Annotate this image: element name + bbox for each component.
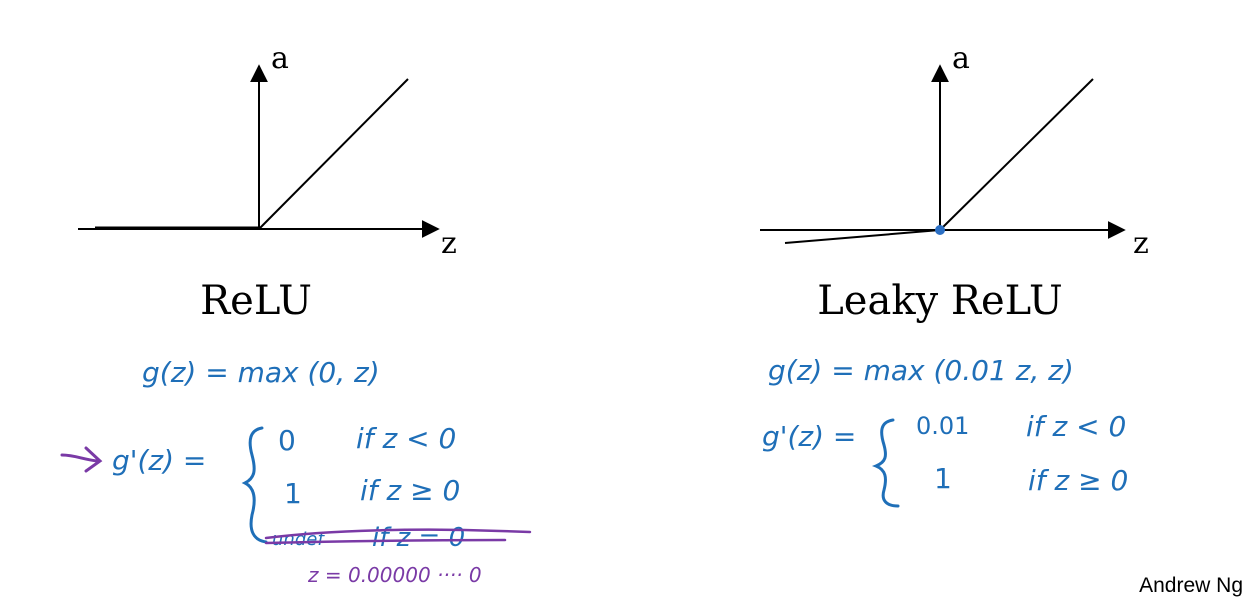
leaky-relu-case2-value: 1	[934, 462, 952, 495]
author-credit: Andrew Ng	[1139, 574, 1243, 597]
leaky-relu-plot: a z	[760, 41, 1149, 261]
relu-case2-value: 1	[284, 477, 302, 510]
relu-derivative-lhs: g'(z) =	[112, 444, 206, 477]
leaky-relu-x-axis-label: z	[1133, 226, 1149, 261]
leaky-relu-handwriting: g(z) = max (0.01 z, z) g'(z) = 0.01 if z…	[762, 354, 1128, 508]
leaky-relu-case2-condition: if z ≥ 0	[1028, 464, 1128, 497]
relu-case3-condition: if z = 0	[372, 523, 465, 553]
leaky-relu-derivative-lhs: g'(z) =	[762, 420, 856, 453]
leaky-relu-title: Leaky ReLU	[817, 278, 1063, 324]
relu-title: ReLU	[200, 278, 312, 324]
leaky-relu-negative-segment	[784, 229, 941, 244]
leaky-relu-case1-condition: if z < 0	[1026, 410, 1126, 443]
relu-function: g(z) = max (0, z)	[142, 356, 380, 389]
leaky-relu-y-axis-label: a	[952, 41, 970, 76]
relu-case3-strikethrough	[264, 528, 532, 545]
arrow-mark-icon	[60, 446, 103, 473]
relu-y-axis-label: a	[271, 41, 289, 76]
leaky-relu-case1-value: 0.01	[916, 412, 969, 440]
relu-case1-condition: if z < 0	[356, 422, 456, 455]
relu-note: z = 0.00000 ···· 0	[307, 563, 482, 587]
relu-brace	[241, 426, 268, 544]
leaky-relu-origin-point	[935, 225, 945, 235]
relu-case1-value: 0	[278, 424, 296, 457]
relu-handwriting: g(z) = max (0, z) g'(z) = 0 if z < 0 1 i…	[60, 356, 532, 587]
relu-case2-condition: if z ≥ 0	[360, 474, 460, 507]
relu-plot: a z	[78, 41, 457, 261]
leaky-relu-positive-segment	[939, 78, 1094, 231]
leaky-relu-brace	[871, 418, 900, 508]
leaky-relu-function: g(z) = max (0.01 z, z)	[768, 354, 1074, 387]
relu-x-axis-label: z	[441, 226, 457, 261]
relu-positive-segment	[258, 78, 409, 230]
